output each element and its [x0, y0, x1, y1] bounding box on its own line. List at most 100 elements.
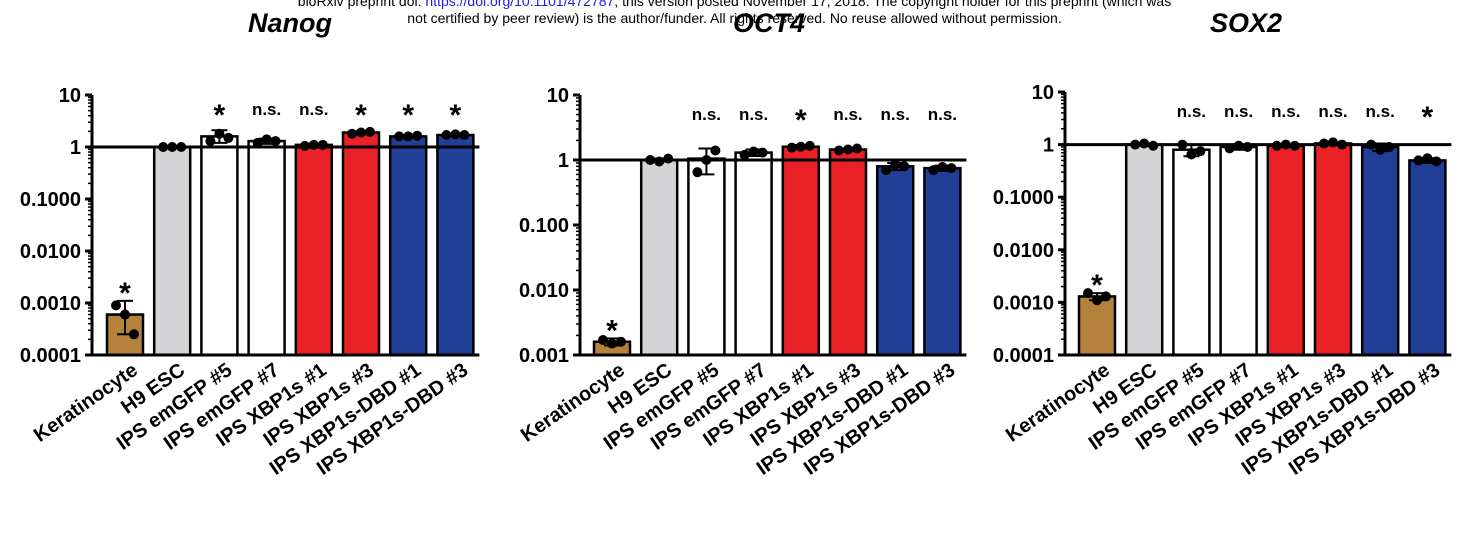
data-point	[365, 126, 375, 137]
data-point	[441, 130, 452, 141]
significance-marker: *	[1091, 269, 1103, 302]
significance-label: n.s.	[1271, 102, 1300, 121]
data-point	[1092, 295, 1102, 306]
data-point	[899, 161, 910, 172]
bar	[200, 135, 239, 357]
data-point	[1422, 153, 1433, 164]
bar	[294, 143, 334, 357]
significance-marker: *	[119, 277, 131, 310]
preprint-header-line2: not certified by peer review) is the aut…	[407, 10, 1062, 26]
bar	[1172, 148, 1211, 357]
bar	[639, 158, 679, 357]
data-point	[394, 131, 405, 142]
preprint-header: bioRxiv preprint doi: https://doi.org/10…	[0, 0, 1469, 27]
data-point	[1186, 149, 1197, 160]
y-tick-label: 1	[70, 137, 81, 159]
y-tick-label: 0.0010	[993, 292, 1054, 314]
data-point	[403, 131, 414, 142]
significance-marker: *	[795, 104, 807, 137]
y-tick-label: 1	[1043, 135, 1054, 157]
y-tick-label: 0.0001	[20, 345, 81, 367]
bar	[1360, 145, 1400, 357]
data-point	[748, 146, 759, 157]
bar	[152, 145, 192, 357]
bar	[436, 133, 475, 357]
bar	[341, 131, 381, 357]
data-point	[607, 338, 617, 349]
bar	[875, 165, 915, 357]
data-point	[1431, 156, 1442, 167]
significance-label: n.s.	[881, 105, 910, 124]
data-point	[1083, 288, 1093, 299]
y-tick-label: 0.1000	[20, 189, 81, 211]
header-prefix: bioRxiv preprint doi:	[297, 0, 426, 9]
significance-marker: *	[402, 99, 414, 132]
data-point	[946, 163, 957, 174]
data-point	[739, 149, 750, 160]
data-point	[459, 130, 470, 141]
significance-label: n.s.	[1224, 102, 1253, 121]
bar	[734, 151, 773, 357]
preprint-header-line1: bioRxiv preprint doi: https://doi.org/10…	[0, 0, 1469, 10]
data-point	[450, 129, 461, 140]
y-tick-label: 0.0100	[993, 240, 1054, 262]
data-point	[270, 136, 281, 147]
bar	[1219, 145, 1258, 357]
bar	[687, 157, 726, 357]
y-tick-label: 10	[59, 85, 81, 107]
bar	[1313, 142, 1353, 357]
data-point	[120, 309, 130, 320]
chart-title-oct4: OCT4	[733, 8, 806, 38]
data-point	[928, 165, 939, 176]
chart-title-sox2: SOX2	[1210, 8, 1283, 38]
chart-title-nanog: Nanog	[248, 8, 332, 38]
significance-marker: *	[1422, 101, 1434, 134]
y-tick-label: 0.0010	[20, 293, 81, 315]
y-tick-label: 1	[558, 150, 569, 172]
y-tick-label: 0.1000	[993, 187, 1054, 209]
data-point	[129, 329, 139, 340]
data-point	[786, 142, 797, 153]
bar	[247, 139, 286, 357]
data-point	[795, 141, 806, 152]
data-point	[223, 132, 234, 143]
data-point	[347, 128, 357, 139]
significance-label: n.s.	[299, 100, 328, 119]
significance-label: n.s.	[1366, 102, 1395, 121]
data-point	[852, 143, 862, 154]
bar	[828, 148, 868, 357]
data-point	[710, 145, 721, 156]
significance-label: n.s.	[1318, 102, 1347, 121]
y-tick-label: 0.0100	[20, 241, 81, 263]
bar	[1408, 159, 1447, 357]
data-point	[692, 167, 703, 178]
bar	[923, 166, 962, 357]
data-point	[252, 137, 263, 148]
significance-label: n.s.	[833, 105, 862, 124]
y-tick-label: 10	[547, 85, 569, 107]
significance-label: n.s.	[1177, 102, 1206, 121]
significance-marker: *	[450, 99, 462, 132]
data-point	[881, 165, 892, 176]
significance-label: n.s.	[692, 105, 721, 124]
data-point	[1195, 146, 1206, 157]
significance-label: n.s.	[928, 105, 957, 124]
significance-label: n.s.	[252, 100, 281, 119]
data-point	[412, 130, 423, 141]
significance-marker: *	[214, 99, 226, 132]
y-tick-label: 10	[1032, 82, 1054, 104]
bar	[1266, 144, 1306, 357]
data-point	[598, 335, 608, 346]
data-point	[843, 144, 853, 155]
data-point	[937, 162, 948, 173]
significance-label: n.s.	[739, 105, 768, 124]
y-tick-label: 0.010	[519, 280, 569, 302]
significance-marker: *	[355, 99, 367, 132]
header-suffix: ; this version posted November 17, 2018.…	[614, 0, 1172, 9]
y-tick-label: 0.001	[519, 345, 569, 367]
data-point	[1413, 155, 1424, 166]
bar	[388, 135, 428, 357]
data-point	[214, 128, 225, 139]
data-point	[804, 140, 815, 151]
doi-link[interactable]: https://doi.org/10.1101/472787	[425, 0, 615, 9]
